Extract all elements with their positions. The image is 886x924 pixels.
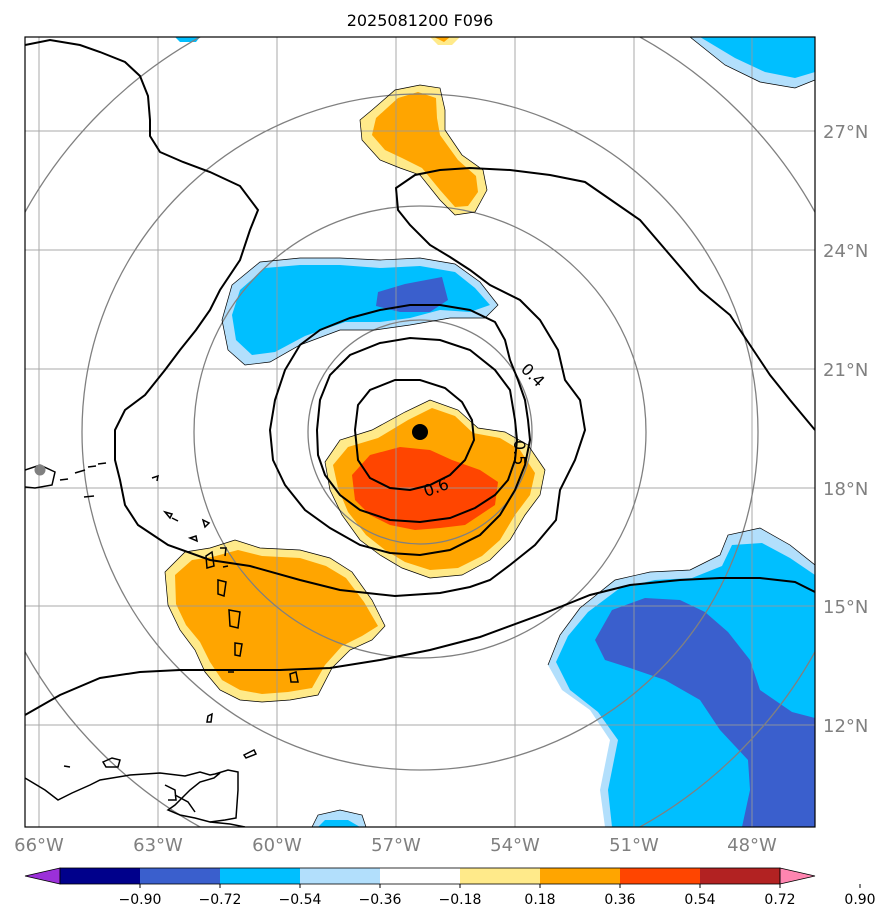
lat-label-12n: 12°N xyxy=(823,716,868,737)
colorbar-tick-label: −0.72 xyxy=(199,892,242,908)
reference-point-marker xyxy=(34,464,46,476)
colorbar-tick-label: −0.90 xyxy=(119,892,162,908)
colorbar-tick-label: 0.72 xyxy=(764,892,795,908)
colorbar-tick-label: −0.36 xyxy=(359,892,402,908)
colorbar-tick-label: 0.36 xyxy=(604,892,635,908)
coastlines xyxy=(25,462,299,827)
lat-label-15n: 15°N xyxy=(823,597,868,618)
contour-label-05: 0.5 xyxy=(510,440,529,465)
lon-label-60w: 60°W xyxy=(252,835,302,856)
colorbar-cell xyxy=(380,868,461,884)
lat-label-18n: 18°N xyxy=(823,479,868,500)
colorbar-tick-label: 0.18 xyxy=(524,892,555,908)
lon-label-54w: 54°W xyxy=(490,835,540,856)
colorbar-cell xyxy=(700,868,781,884)
contour-outer-west xyxy=(25,38,815,598)
map-title: 2025081200 F096 xyxy=(347,11,494,30)
contour-southern-band xyxy=(25,577,815,716)
lat-label-24n: 24°N xyxy=(823,241,868,262)
colorbar-cell xyxy=(540,868,621,884)
lon-label-66w: 66°W xyxy=(14,835,64,856)
colorbar: −0.90 −0.72 −0.54 −0.36 −0.18 0.18 0.36 0.54 0.7… xyxy=(24,867,876,908)
colorbar-cell xyxy=(300,868,381,884)
longitude-labels: 66°W 63°W 60°W 57°W 54°W 51°W 48°W xyxy=(14,835,777,856)
lat-label-21n: 21°N xyxy=(823,360,868,381)
range-ring-1 xyxy=(307,319,533,545)
storm-center-marker xyxy=(412,424,428,440)
shading-outlines xyxy=(164,37,815,827)
colorbar-cell xyxy=(460,868,541,884)
colorbar-tick-label: 0.54 xyxy=(684,892,715,908)
lat-label-27n: 27°N xyxy=(823,122,868,143)
lon-label-48w: 48°W xyxy=(727,835,777,856)
range-ring-2 xyxy=(193,205,647,659)
coastline-south-america xyxy=(25,769,239,823)
colorbar-tick-label: −0.54 xyxy=(279,892,322,908)
lon-label-63w: 63°W xyxy=(133,835,183,856)
colorbar-frame xyxy=(59,867,781,885)
gridlines xyxy=(25,37,815,827)
contours xyxy=(25,38,815,716)
colorbar-extend-high xyxy=(779,867,816,885)
latitude-labels: 27°N 24°N 21°N 18°N 15°N 12°N xyxy=(823,122,868,737)
colorbar-cell xyxy=(220,868,301,884)
contour-06 xyxy=(353,379,476,492)
colorbar-extend-low xyxy=(24,867,61,885)
colorbar-cell xyxy=(140,868,221,884)
lon-label-57w: 57°W xyxy=(371,835,421,856)
map-frame xyxy=(24,36,816,828)
contour-05 xyxy=(315,336,519,524)
colorbar-cell xyxy=(620,868,701,884)
range-rings xyxy=(25,37,815,827)
lon-label-51w: 51°W xyxy=(609,835,659,856)
contour-04 xyxy=(268,304,532,557)
colorbar-cell xyxy=(60,868,141,884)
range-ring-3 xyxy=(81,93,759,771)
colorbar-tick-label: −0.18 xyxy=(439,892,482,908)
colorbar-tick-label: 0.90 xyxy=(844,892,875,908)
